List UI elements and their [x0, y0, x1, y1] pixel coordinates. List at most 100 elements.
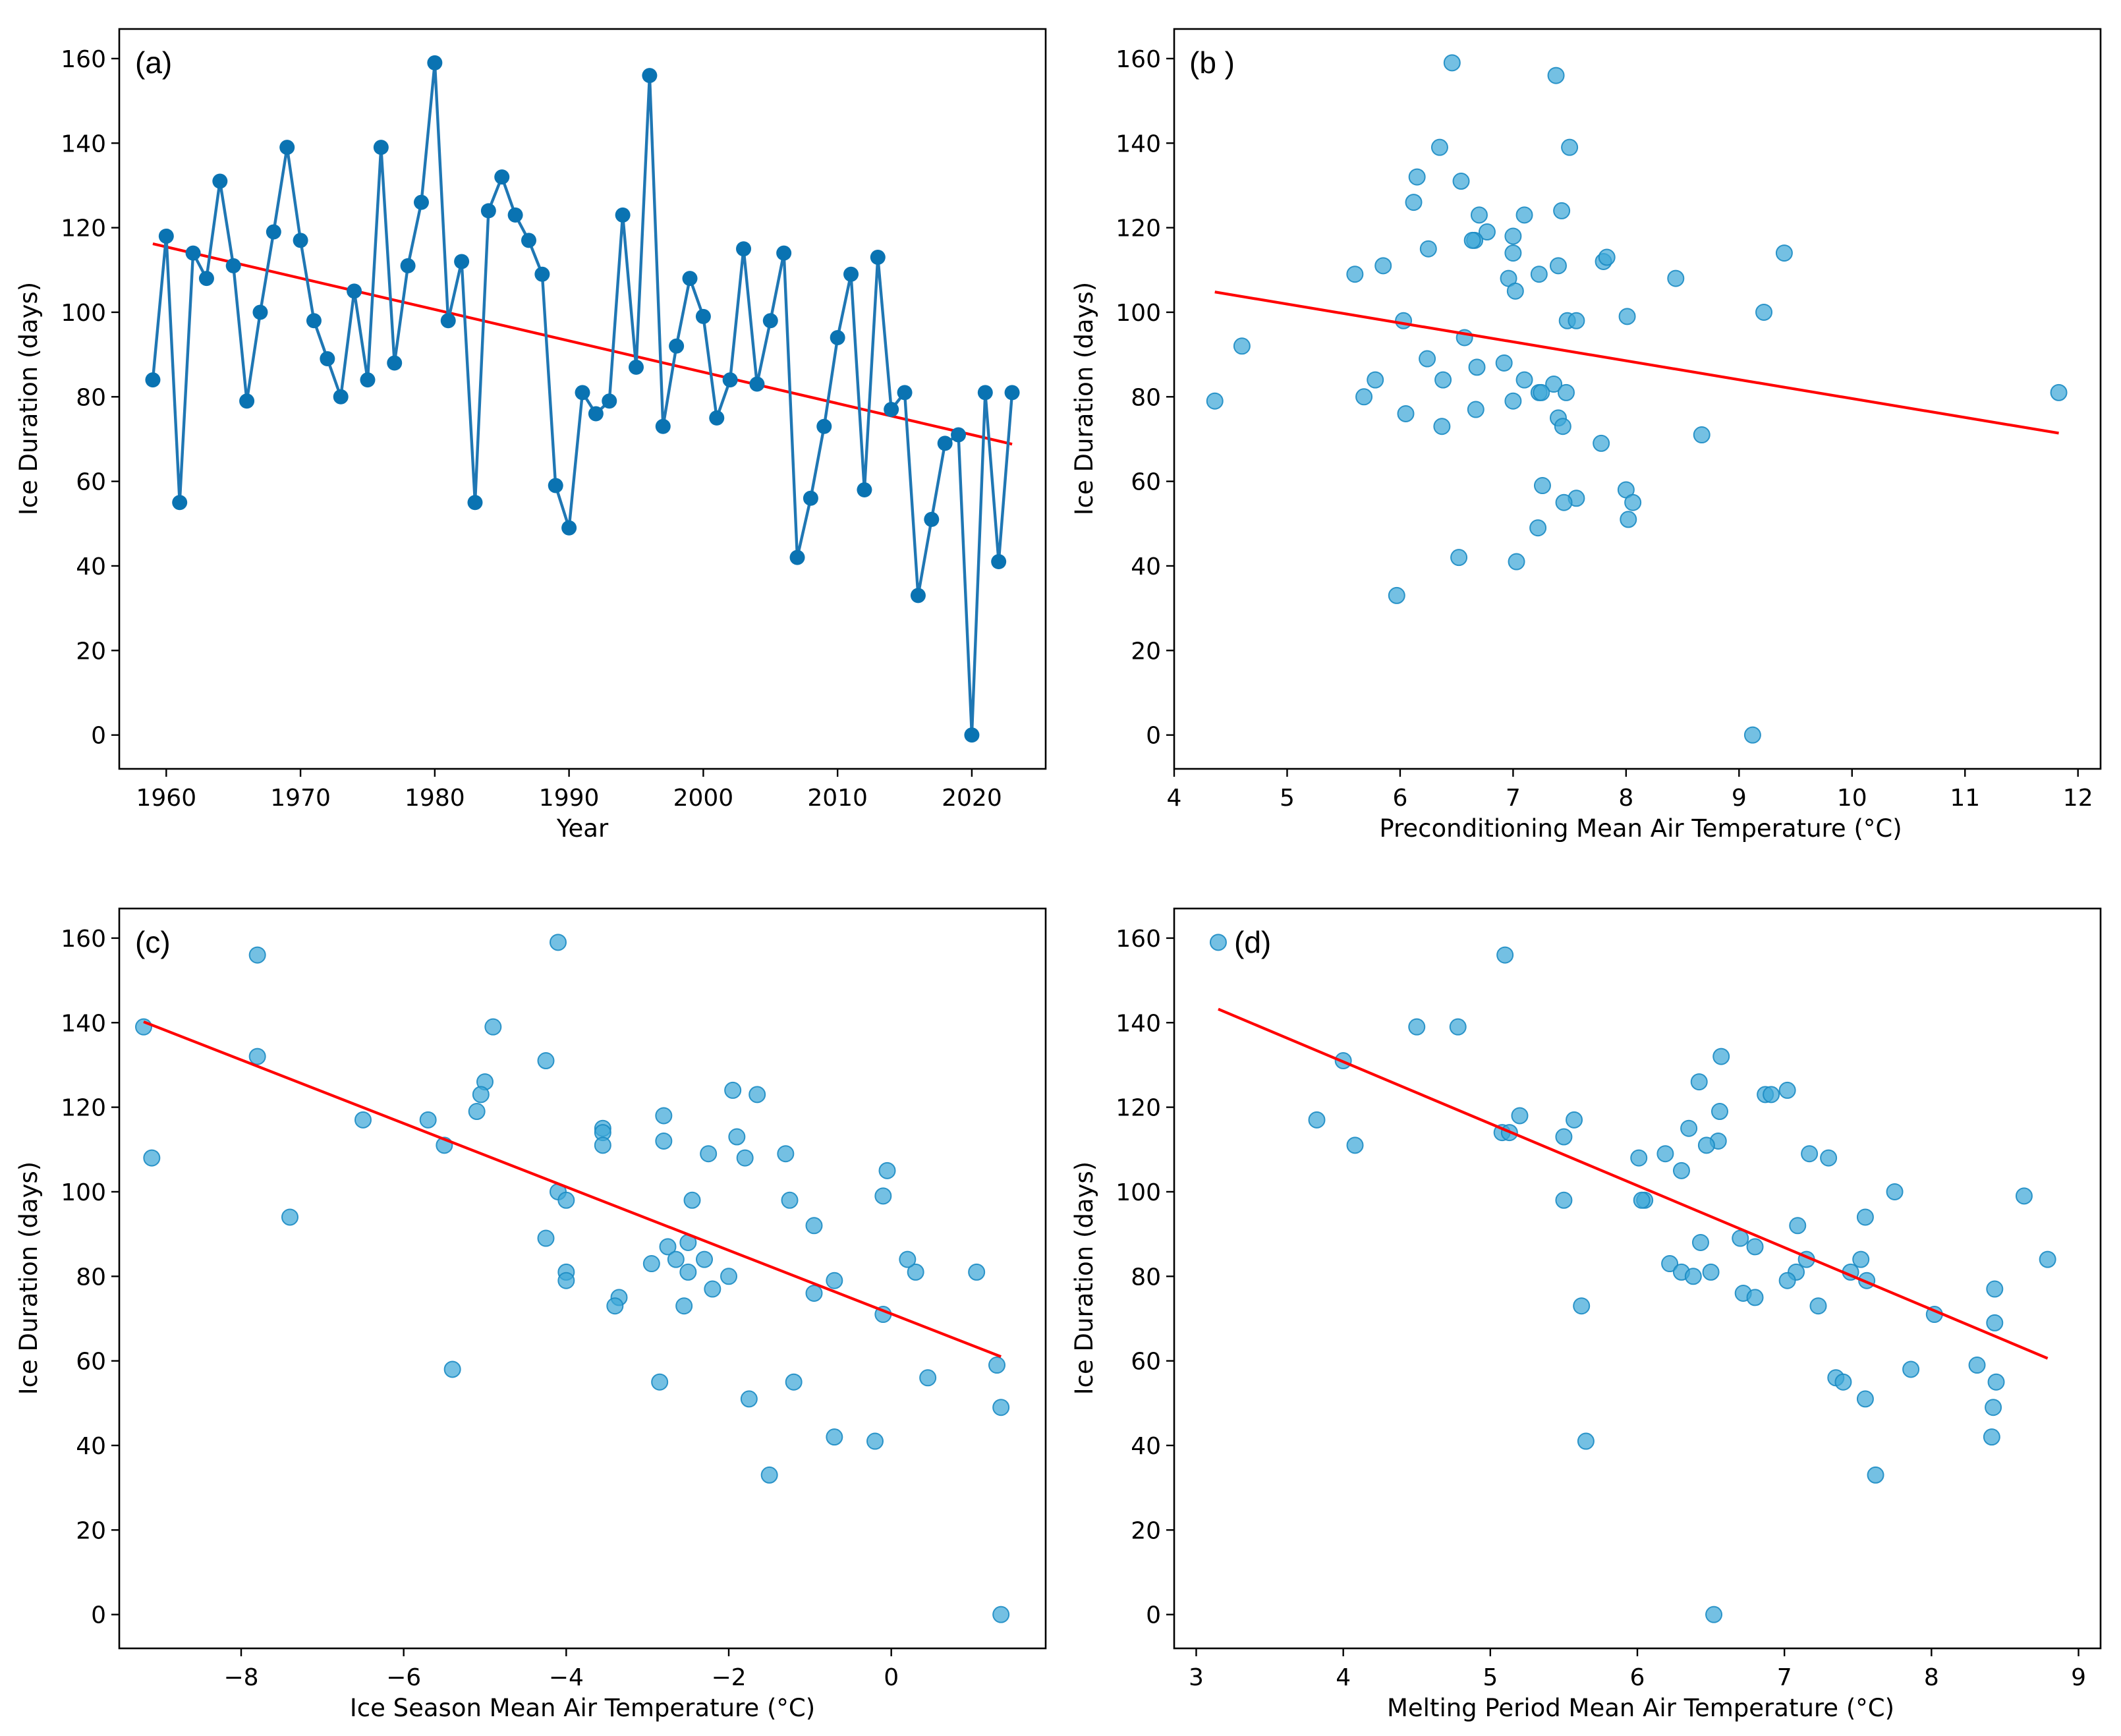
scatter-point — [866, 1432, 884, 1450]
scatter-point — [700, 1145, 718, 1163]
y-tick-label: 160 — [61, 926, 106, 953]
scatter-point — [1656, 1145, 1674, 1163]
scatter-point — [550, 934, 567, 951]
data-point — [951, 427, 967, 443]
scatter-point — [874, 1187, 892, 1205]
scatter-point — [1533, 477, 1551, 495]
scatter-point — [1705, 1606, 1723, 1623]
scatter-point — [1555, 493, 1573, 511]
scatter-point — [1450, 549, 1468, 567]
x-tick-label: −2 — [711, 1664, 746, 1691]
data-point — [494, 169, 510, 185]
scatter-point — [1553, 202, 1571, 219]
y-ticks-b: 0 20 40 60 80 100 120 140 160 — [1116, 46, 1174, 750]
panel-d: 0 20 40 60 80 100 120 140 160 3 4 5 6 7 8 9 (d) Meltin… — [1070, 907, 2102, 1722]
data-point — [991, 554, 1007, 570]
data-point — [480, 203, 496, 219]
scatter-point — [1618, 308, 1636, 325]
panel-label-c: (c) — [135, 925, 171, 959]
data-point — [521, 233, 536, 248]
y-axis-label-d: Ice Duration (days) — [1070, 1162, 1098, 1395]
data-point — [293, 233, 308, 248]
scatter-point — [1702, 1263, 1720, 1281]
scatter-point — [1987, 1373, 2005, 1391]
scatter-point — [1549, 257, 1567, 275]
scatter-point — [419, 1111, 437, 1129]
scatter-point — [1986, 1280, 2004, 1298]
x-tick-label: 5 — [1483, 1664, 1498, 1691]
scatter-point — [2050, 383, 2068, 401]
x-tick-label: 12 — [2063, 785, 2093, 812]
y-tick-label: 120 — [61, 1095, 106, 1122]
data-point — [977, 385, 993, 401]
scatter-point — [1856, 1208, 1874, 1226]
scatter-point — [1985, 1399, 2002, 1416]
scatter-point — [1593, 434, 1610, 452]
data-point — [682, 271, 698, 287]
scatter-point — [642, 1255, 660, 1273]
scatter-point — [1533, 383, 1550, 401]
data-point — [816, 418, 832, 434]
scatter-point — [1775, 244, 1793, 262]
scatter-point — [1902, 1360, 1920, 1378]
scatter-point — [1755, 303, 1773, 321]
scatter-point — [740, 1390, 758, 1408]
scatter-point — [1346, 266, 1364, 283]
y-tick-label: 140 — [1116, 1010, 1161, 1037]
trend-layer-b — [1214, 291, 2059, 435]
scatter-point — [655, 1132, 673, 1150]
data-point — [776, 245, 792, 261]
data-point — [830, 329, 845, 345]
scatter-point — [1630, 1149, 1648, 1167]
data-point — [360, 372, 376, 388]
series-layer-a — [145, 55, 1020, 743]
scatter-point — [1478, 223, 1496, 241]
scatter-point — [1511, 1107, 1529, 1125]
scatter-point — [1820, 1149, 1838, 1167]
scatter-point — [1434, 371, 1452, 389]
y-tick-label: 120 — [61, 215, 106, 242]
data-point — [306, 313, 322, 329]
scatter-point — [1856, 1390, 1874, 1408]
scatter-point — [248, 1048, 266, 1065]
data-point — [507, 207, 523, 223]
scatter-point — [1504, 392, 1522, 410]
series-layer-d — [1209, 934, 2056, 1623]
scatter-point — [1693, 426, 1711, 444]
y-tick-label: 120 — [1116, 215, 1161, 242]
data-point — [615, 207, 631, 223]
scatter-point — [1633, 1191, 1651, 1209]
scatter-point — [1986, 1314, 2004, 1331]
scatter-point — [281, 1208, 298, 1226]
plot-frame-a — [118, 28, 1047, 770]
x-tick-label: 1990 — [539, 785, 600, 812]
scatter-point — [1743, 726, 1761, 744]
scatter-point — [1449, 1018, 1467, 1036]
data-point — [467, 495, 483, 511]
y-tick-label: 20 — [76, 1517, 106, 1544]
scatter-point — [1495, 354, 1513, 372]
x-tick-label: 7 — [1506, 785, 1521, 812]
scatter-point — [1661, 1255, 1679, 1273]
plot-frame-d — [1173, 907, 2102, 1650]
scatter-point — [135, 1018, 152, 1036]
data-point — [172, 495, 188, 511]
y-tick-label: 140 — [61, 1010, 106, 1037]
y-tick-label: 0 — [1146, 1602, 1161, 1629]
data-point — [333, 389, 349, 405]
data-point — [400, 258, 416, 273]
y-axis-label-b: Ice Duration (days) — [1070, 282, 1098, 515]
scatter-point — [537, 1052, 555, 1070]
scatter-point — [704, 1280, 721, 1298]
scatter-point — [1867, 1466, 1884, 1484]
scatter-point — [1470, 206, 1488, 224]
scatter-point — [1697, 1136, 1715, 1154]
scatter-point — [1667, 269, 1685, 287]
scatter-point — [1680, 1119, 1698, 1137]
data-point — [964, 727, 980, 743]
scatter-point — [1529, 519, 1547, 537]
y-tick-label: 20 — [76, 638, 106, 665]
scatter-point — [651, 1373, 669, 1391]
trend-layer-a — [152, 242, 1013, 446]
scatter-point — [1233, 337, 1251, 355]
